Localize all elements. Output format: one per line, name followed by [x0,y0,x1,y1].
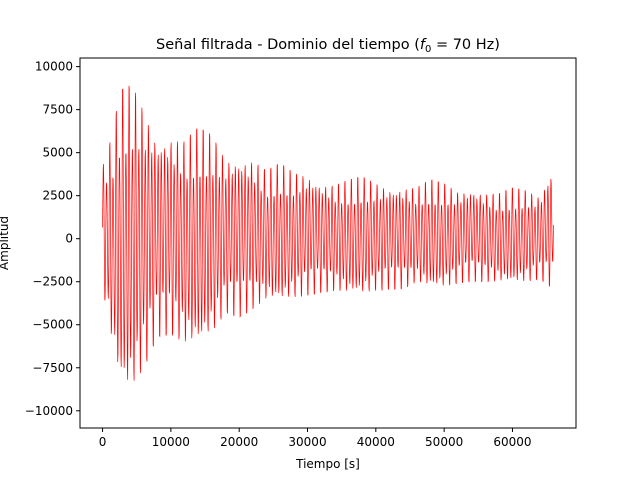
x-axis: 0 10000 20000 30000 40000 50000 60000 [99,428,532,449]
series-layer [102,85,554,381]
y-axis-label: Amplitud [0,216,11,270]
plot-frame [79,57,577,429]
signal-line [102,85,554,381]
y-tick-label: −10000 [25,404,73,418]
y-tick-label: −2500 [32,275,73,289]
x-tick-label: 30000 [288,435,326,449]
y-tick-label: 10000 [35,60,73,74]
x-tick-label: 60000 [493,435,531,449]
x-tick-label: 0 [99,435,107,449]
x-tick-label: 20000 [220,435,258,449]
x-tick-label: 10000 [152,435,190,449]
y-tick-label: 0 [65,232,73,246]
x-tick-label: 50000 [425,435,463,449]
x-tick-label: 40000 [357,435,395,449]
y-tick-label: 2500 [42,189,73,203]
y-axis: 10000 7500 5000 2500 0 −2500 −5000 −7500 −10000 [25,60,80,418]
y-tick-label: 5000 [42,146,73,160]
x-axis-label: Tiempo [s] [295,457,360,471]
y-tick-label: 7500 [42,103,73,117]
chart-title: Señal filtrada - Dominio del tiempo (f0 … [156,37,500,55]
y-tick-label: −7500 [32,361,73,375]
y-tick-label: −5000 [32,318,73,332]
